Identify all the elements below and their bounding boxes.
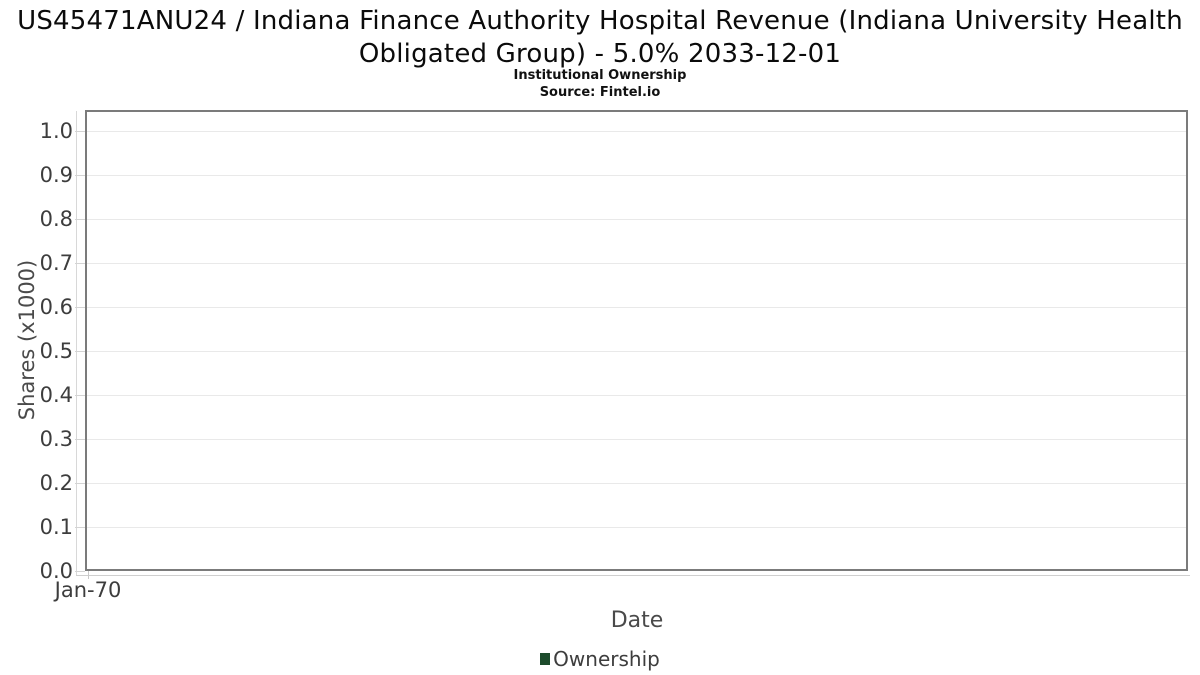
y-axis-line [76,111,77,576]
y-tick-label: 0.8 [39,207,73,231]
y-tick-mark [75,395,85,396]
y-tick-label: 1.0 [39,119,73,143]
gridline [87,395,1186,396]
y-tick-label: 0.6 [39,295,73,319]
gridline [87,131,1186,132]
gridline [87,219,1186,220]
y-tick-mark [75,263,85,264]
plot-area [85,110,1188,571]
y-tick-label: 0.3 [39,427,73,451]
gridline [87,483,1186,484]
gridline [87,175,1186,176]
gridline [87,527,1186,528]
y-tick-mark [75,483,85,484]
y-tick-mark [75,439,85,440]
y-tick-mark [75,351,85,352]
gridline [87,307,1186,308]
y-tick-label: 0.9 [39,163,73,187]
y-tick-label: 0.4 [39,383,73,407]
y-tick-label: 0.5 [39,339,73,363]
y-tick-label: 0.1 [39,515,73,539]
y-tick-mark [75,175,85,176]
x-axis-label: Date [610,608,664,633]
x-tick-mark [88,571,89,579]
y-tick-label: 0.2 [39,471,73,495]
y-tick-mark [75,131,85,132]
legend-marker-ownership [540,653,551,665]
gridline [87,351,1186,352]
gridline [87,439,1186,440]
legend: Ownership [0,647,1200,671]
x-tick-label: Jan-70 [54,578,122,602]
legend-label-ownership: Ownership [553,647,660,671]
chart-source: Source: Fintel.io [539,85,661,100]
y-tick-mark [75,307,85,308]
y-tick-label: 0.0 [39,559,73,583]
gridline [87,263,1186,264]
chart-subtitle: Institutional Ownership [513,68,687,83]
y-tick-mark [75,571,85,572]
x-axis-line [76,575,1190,576]
chart-title: US45471ANU24 / Indiana Finance Authority… [17,6,1183,70]
y-tick-mark [75,219,85,220]
y-tick-label: 0.7 [39,251,73,275]
y-tick-mark [75,527,85,528]
